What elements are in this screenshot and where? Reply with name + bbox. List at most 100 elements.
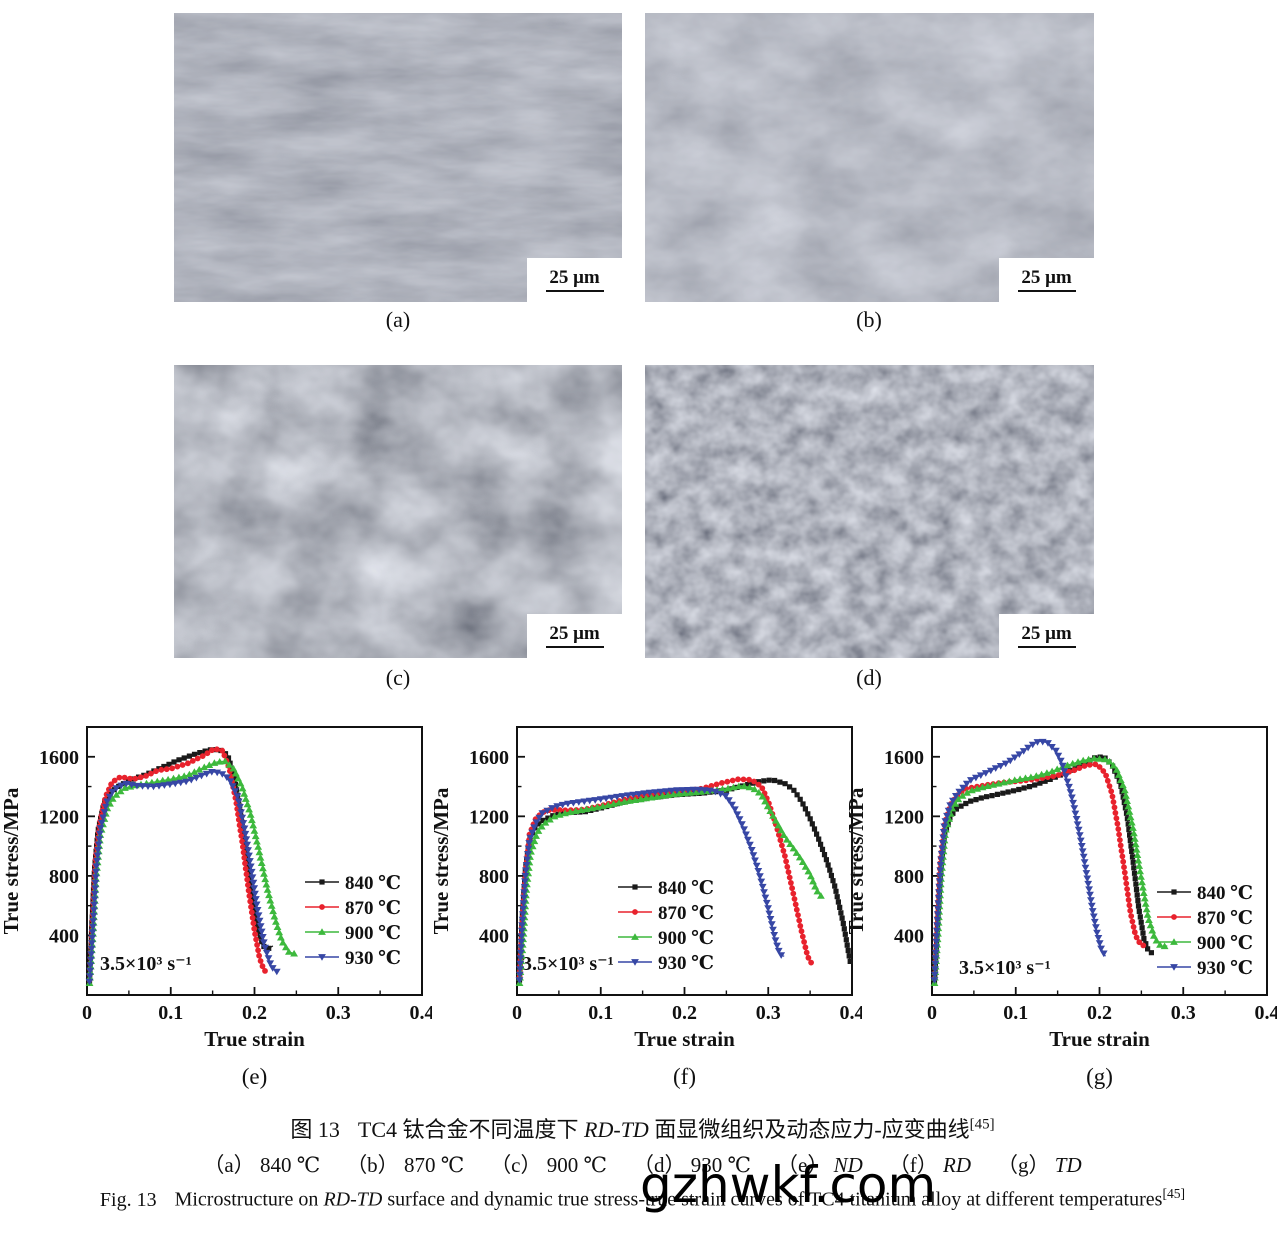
caption-en: Fig. 13 Microstructure on RD-TD surface a…	[0, 1186, 1285, 1212]
legend-label: 840 ℃	[1197, 883, 1253, 904]
panel-label-c: (c)	[385, 665, 411, 690]
scale-bar: 25 μm	[527, 614, 622, 658]
x-tick-label: 0.4	[1255, 1002, 1278, 1024]
micrograph-tint	[645, 13, 1094, 302]
watermark: gzhwkf.com	[640, 1156, 937, 1214]
x-tick-label: 0.2	[242, 1002, 267, 1024]
scale-bar-label: 25 μm	[1021, 623, 1072, 644]
caption-zh-text: TC4 钛合金不同温度下	[357, 1117, 585, 1142]
micrograph-a: 25 μm	[174, 13, 622, 302]
axes: 0 0.1 0.2 0.3 0.4 400 800 1200 1600	[884, 726, 1278, 1024]
legend-label: 840 ℃	[345, 873, 401, 894]
legend-label: 870 ℃	[345, 898, 401, 919]
x-tick-label: 0.4	[840, 1002, 863, 1024]
strain-rate-annotation: 3.5×10³ s⁻¹	[522, 953, 614, 975]
caption-zh-number: 图 13	[290, 1117, 340, 1142]
strain-rate-annotation: 3.5×10³ s⁻¹	[100, 953, 192, 975]
y-tick-label: 1600	[884, 747, 924, 769]
panel-label-a: (a)	[385, 307, 411, 332]
caption-zh: 图 13 TC4 钛合金不同温度下 RD-TD 面显微组织及动态应力-应变曲线[4…	[0, 1112, 1285, 1144]
panel-label-b: (b)	[856, 307, 882, 332]
series-930℃	[85, 769, 281, 986]
legend-label: 840 ℃	[658, 878, 714, 899]
y-tick-label: 800	[49, 866, 79, 888]
x-axis-label: True strain	[634, 1027, 735, 1051]
scale-bar-line	[1017, 290, 1076, 292]
micrograph-b: 25 μm	[645, 13, 1094, 302]
axes: 0 0.1 0.2 0.3 0.4 400 800 1200 1600	[469, 726, 863, 1024]
x-tick-label: 0	[512, 1002, 522, 1024]
y-tick-label: 1200	[469, 806, 509, 828]
caption-en-ref: [45]	[1162, 1186, 1186, 1201]
axes: 0 0.1 0.2 0.3 0.4 400 800 1200 1600	[39, 726, 433, 1024]
legend-label: 930 ℃	[658, 953, 714, 974]
series-930℃	[515, 786, 786, 984]
y-tick-label: 800	[894, 866, 924, 888]
caption-en-text-2: surface and dynamic true stress-true str…	[382, 1188, 1163, 1211]
legend-label: 930 ℃	[1197, 958, 1253, 979]
y-tick-label: 400	[49, 925, 79, 947]
x-tick-label: 0.1	[158, 1002, 183, 1024]
scale-bar-label: 25 μm	[1021, 267, 1072, 288]
x-axis-label: True strain	[1049, 1027, 1150, 1051]
chart-rd: 0 0.1 0.2 0.3 0.4 400 800 1200 1600 True strain Tr…	[432, 726, 863, 1089]
micrograph-c: 25 μm	[174, 365, 622, 658]
x-tick-label: 0.2	[672, 1002, 697, 1024]
legend-label: 900 ℃	[345, 923, 401, 944]
y-tick-label: 1600	[39, 747, 79, 769]
legend-label: 900 ℃	[658, 928, 714, 949]
caption-zh-text-2: 面显微组织及动态应力-应变曲线	[648, 1117, 970, 1142]
x-tick-label: 0.2	[1087, 1002, 1112, 1024]
key-item: （c） 900 ℃	[490, 1153, 608, 1177]
scale-bar-line	[545, 646, 604, 648]
micrograph-b-texture	[645, 13, 1094, 302]
y-tick-label: 400	[479, 925, 509, 947]
micrograph-d-texture	[645, 365, 1094, 658]
legend-label: 870 ℃	[1197, 908, 1253, 929]
y-axis-label: True stress/MPa	[847, 787, 868, 934]
x-axis-label: True strain	[204, 1027, 305, 1051]
micrograph-tint	[174, 365, 622, 658]
series-900℃	[930, 754, 1169, 986]
key-item: （e） ND	[777, 1153, 863, 1177]
strain-rate-annotation: 3.5×10³ s⁻¹	[959, 957, 1051, 979]
x-tick-label: 0.4	[410, 1002, 433, 1024]
micrograph-tint	[174, 13, 622, 302]
micrograph-tint	[645, 365, 1094, 658]
key-item: （g） TD	[997, 1153, 1082, 1177]
scale-bar-line	[1017, 646, 1076, 648]
legend-label: 900 ℃	[1197, 933, 1253, 954]
x-tick-label: 0	[82, 1002, 92, 1024]
panel-letter: (e)	[242, 1064, 268, 1089]
panel-letter: (g)	[1086, 1064, 1113, 1089]
scale-bar: 25 μm	[527, 258, 622, 302]
chart-td: 0 0.1 0.2 0.3 0.4 400 800 1200 1600 True strain Tr…	[847, 726, 1278, 1089]
series-900℃	[515, 782, 825, 986]
legend-label: 930 ℃	[345, 948, 401, 969]
caption-en-number: Fig. 13	[99, 1188, 157, 1211]
legend: 840 ℃ 870 ℃ 900 ℃ 930 ℃	[618, 878, 714, 974]
x-tick-label: 0.3	[1171, 1002, 1196, 1024]
legend: 840 ℃ 870 ℃ 900 ℃ 930 ℃	[305, 873, 401, 969]
key-item: （a） 840 ℃	[203, 1153, 321, 1177]
key-item: （b） 870 ℃	[346, 1153, 465, 1177]
y-tick-label: 800	[479, 866, 509, 888]
scale-bar-line	[545, 290, 604, 292]
y-tick-label: 1600	[469, 747, 509, 769]
key-item: （f） RD	[888, 1153, 972, 1177]
panel-letter: (f)	[673, 1064, 696, 1089]
x-tick-label: 0.1	[1003, 1002, 1028, 1024]
series-930℃	[930, 738, 1108, 984]
scale-bar-label: 25 μm	[549, 623, 600, 644]
chart-nd: 0 0.1 0.2 0.3 0.4 400 800 1200 1600 True strain Tr…	[2, 726, 433, 1089]
caption-zh-ref: [45]	[969, 1116, 995, 1133]
micrograph-a-texture	[174, 13, 622, 302]
legend: 840 ℃ 870 ℃ 900 ℃ 930 ℃	[1157, 883, 1253, 979]
caption-en-italic: RD-TD	[323, 1188, 383, 1211]
x-tick-label: 0	[927, 1002, 937, 1024]
y-axis-label: True stress/MPa	[2, 787, 23, 934]
panel-label-d: (d)	[856, 665, 882, 690]
scale-bar: 25 μm	[999, 258, 1094, 302]
y-tick-label: 400	[894, 925, 924, 947]
